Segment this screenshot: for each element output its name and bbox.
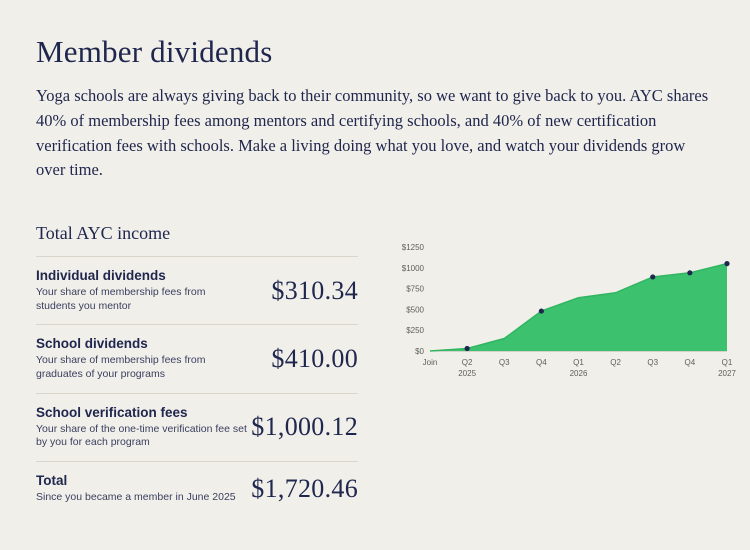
dividends-area-chart: $0 $250 $500 $750 $1000 $1250 Join Q2 2025 Q3 Q4 Q1… [402,243,737,378]
svg-text:$1000: $1000 [402,264,425,273]
income-row-description: Your share of membership fees from stude… [36,286,206,312]
income-row: School dividends Your share of membership… [36,324,358,392]
svg-text:Q3: Q3 [647,358,658,367]
income-summary: Total AYC income Individual dividends You… [36,223,358,515]
svg-text:$750: $750 [406,285,424,294]
income-row-text: Total Since you became a member in June 2… [36,473,248,505]
svg-text:Q1: Q1 [722,358,733,367]
income-heading: Total AYC income [36,223,171,243]
income-row-text: Individual dividends Your share of member… [36,268,248,313]
svg-text:$500: $500 [406,305,424,314]
income-row-label: Total [36,472,68,488]
dividends-chart: $0 $250 $500 $750 $1000 $1250 Join Q2 2025 Q3 Q4 Q1… [392,239,737,386]
svg-text:Q1: Q1 [573,358,584,367]
page: Member dividends Yoga schools are always… [36,34,736,515]
intro-paragraph: Yoga schools are always giving back to t… [36,86,709,180]
svg-text:2025: 2025 [458,369,476,378]
svg-text:Q4: Q4 [685,358,696,367]
income-row-amount: $310.34 [271,275,358,305]
income-row-description: Since you became a member in June 2025 [36,490,236,503]
svg-text:$250: $250 [406,326,424,335]
svg-text:$1250: $1250 [402,243,425,252]
income-row-text: School verification fees Your share of th… [36,405,248,450]
svg-text:Q2: Q2 [462,358,473,367]
income-row: Total Since you became a member in June 2… [36,460,358,516]
income-rows: Individual dividends Your share of member… [36,256,358,515]
income-row-description: Your share of membership fees from gradu… [36,354,206,380]
income-row: School verification fees Your share of th… [36,392,358,461]
income-row-label: Individual dividends [36,268,166,283]
income-row-label: School dividends [36,336,148,352]
svg-text:2027: 2027 [718,369,736,378]
main-content: Total AYC income Individual dividends You… [36,223,736,515]
income-row-text: School dividends Your share of membership… [36,336,248,381]
income-row-label: School verification fees [36,404,188,420]
svg-text:Join: Join [423,358,438,367]
income-row-amount: $410.00 [271,343,358,373]
svg-text:Q4: Q4 [536,358,547,367]
svg-text:$0: $0 [415,347,424,356]
page-title: Member dividends [36,34,273,69]
income-row: Individual dividends Your share of member… [36,256,358,324]
svg-text:Q2: Q2 [610,358,621,367]
chart-column: $0 $250 $500 $750 $1000 $1250 Join Q2 2025 Q3 Q4 Q1… [392,223,737,386]
svg-text:Q3: Q3 [499,358,510,367]
income-row-amount: $1,720.46 [251,473,358,503]
income-row-amount: $1,000.12 [251,412,358,442]
svg-text:2026: 2026 [570,369,588,378]
income-row-description: Your share of the one-time verification … [36,422,247,449]
